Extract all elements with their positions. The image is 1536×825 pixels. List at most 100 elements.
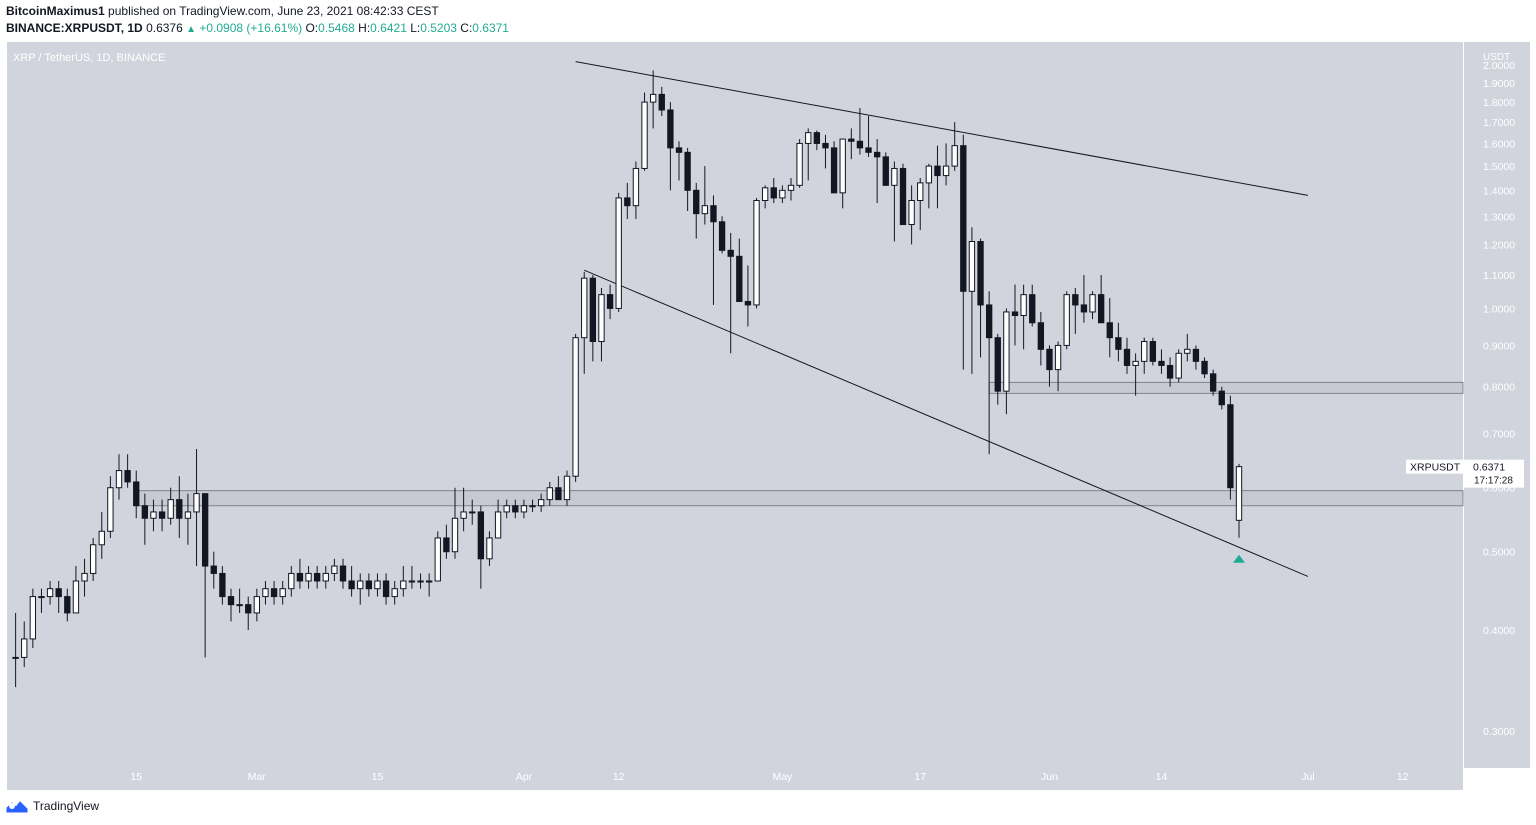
- candle-down: [141, 493, 149, 545]
- candle-body: [537, 499, 545, 507]
- candle-up: [167, 487, 174, 525]
- candle-body: [236, 604, 243, 607]
- trendline-lower: [584, 269, 1309, 577]
- candle-down: [201, 493, 209, 658]
- candle-body: [1115, 337, 1122, 350]
- candle-up: [951, 122, 958, 171]
- candle-up: [460, 487, 467, 532]
- candle-up: [839, 138, 846, 209]
- candle-up: [787, 178, 795, 201]
- candle-down: [770, 178, 777, 204]
- candle-body: [710, 205, 717, 223]
- candle-down: [339, 558, 347, 589]
- candle-down: [865, 116, 872, 157]
- candle-up: [1235, 463, 1243, 538]
- candle-body: [1123, 348, 1131, 366]
- candle-body: [951, 145, 958, 167]
- candle-body: [555, 487, 562, 501]
- candle-body: [727, 249, 734, 257]
- candle-body: [994, 337, 1001, 392]
- candle-body: [1020, 294, 1027, 317]
- candle-up: [1184, 333, 1191, 362]
- support-zone: [988, 381, 1464, 394]
- candle-down: [667, 102, 674, 191]
- candle-up: [649, 70, 657, 129]
- candle-body: [753, 199, 760, 306]
- candle-down: [873, 139, 881, 204]
- candle-down: [960, 134, 967, 370]
- candle-up: [563, 470, 571, 506]
- candle-body: [1011, 311, 1019, 317]
- candle-down: [1218, 386, 1225, 410]
- candle-up: [1175, 349, 1182, 383]
- candle-down: [822, 134, 829, 169]
- candle-up: [288, 566, 295, 597]
- candle-down: [624, 182, 631, 220]
- candle-body: [451, 517, 459, 553]
- candle-up: [408, 566, 416, 589]
- candle-up: [581, 271, 588, 374]
- candle-body: [822, 142, 829, 149]
- candle-down: [443, 524, 450, 559]
- price-tick-label: 1.7000: [1483, 117, 1515, 129]
- close-label: C:: [460, 21, 473, 35]
- candle-down: [382, 573, 390, 605]
- candle-body: [408, 580, 416, 583]
- candle-body: [322, 572, 329, 582]
- candle-up: [1132, 353, 1139, 396]
- candle-up: [503, 499, 510, 519]
- price-tick-label: 1.3000: [1483, 211, 1515, 223]
- candle-down: [856, 108, 864, 155]
- candle-body: [210, 565, 217, 574]
- candle-up: [236, 588, 243, 613]
- candle-body: [1132, 360, 1139, 366]
- candle-down: [675, 141, 683, 181]
- candle-body: [839, 138, 846, 194]
- candle-body: [934, 165, 941, 177]
- candle-down: [1046, 345, 1053, 387]
- candle-body: [115, 470, 123, 489]
- candle-body: [288, 572, 295, 590]
- price-tick-label: 1.2000: [1483, 239, 1515, 251]
- candle-body: [89, 544, 97, 574]
- candle-up: [400, 566, 407, 597]
- candle-body: [873, 151, 881, 158]
- symbol-tag-label: XRPUSDT: [1410, 462, 1461, 474]
- price-tick-label: 0.7000: [1483, 429, 1515, 441]
- candle-up: [184, 493, 192, 545]
- candle-body: [391, 588, 398, 598]
- close-value: 0.6371: [472, 21, 509, 35]
- candle-body: [425, 580, 433, 583]
- candle-body: [718, 221, 726, 251]
- candle-body: [279, 588, 286, 598]
- candle-down: [1072, 287, 1079, 334]
- price-tick-label: 0.9000: [1483, 340, 1515, 352]
- candle-up: [89, 537, 97, 581]
- candle-up: [374, 573, 381, 597]
- candle-body: [1227, 404, 1234, 489]
- candle-body: [167, 499, 174, 519]
- candle-body: [1106, 322, 1113, 339]
- candle-up: [520, 499, 528, 519]
- publish-text: published on TradingView.com, June 23, 2…: [108, 4, 439, 18]
- candle-down: [658, 86, 665, 117]
- plot-area[interactable]: [7, 42, 1463, 768]
- candle-body: [331, 565, 338, 574]
- low-value: 0.5203: [420, 21, 457, 35]
- footer-brand[interactable]: TradingView: [6, 799, 99, 813]
- candle-down: [1011, 284, 1019, 346]
- price-axis[interactable]: [1464, 42, 1530, 768]
- candle-up: [968, 227, 976, 374]
- candle-body: [21, 638, 28, 658]
- candle-body: [546, 487, 553, 501]
- candle-body: [81, 572, 88, 582]
- time-axis[interactable]: [7, 768, 1463, 790]
- candle-body: [124, 470, 131, 483]
- candle-down: [684, 147, 691, 211]
- candle-body: [891, 167, 898, 186]
- candle-up: [1063, 291, 1070, 350]
- candle-down: [736, 238, 743, 302]
- candle-down: [882, 152, 889, 186]
- candle-down: [555, 476, 562, 501]
